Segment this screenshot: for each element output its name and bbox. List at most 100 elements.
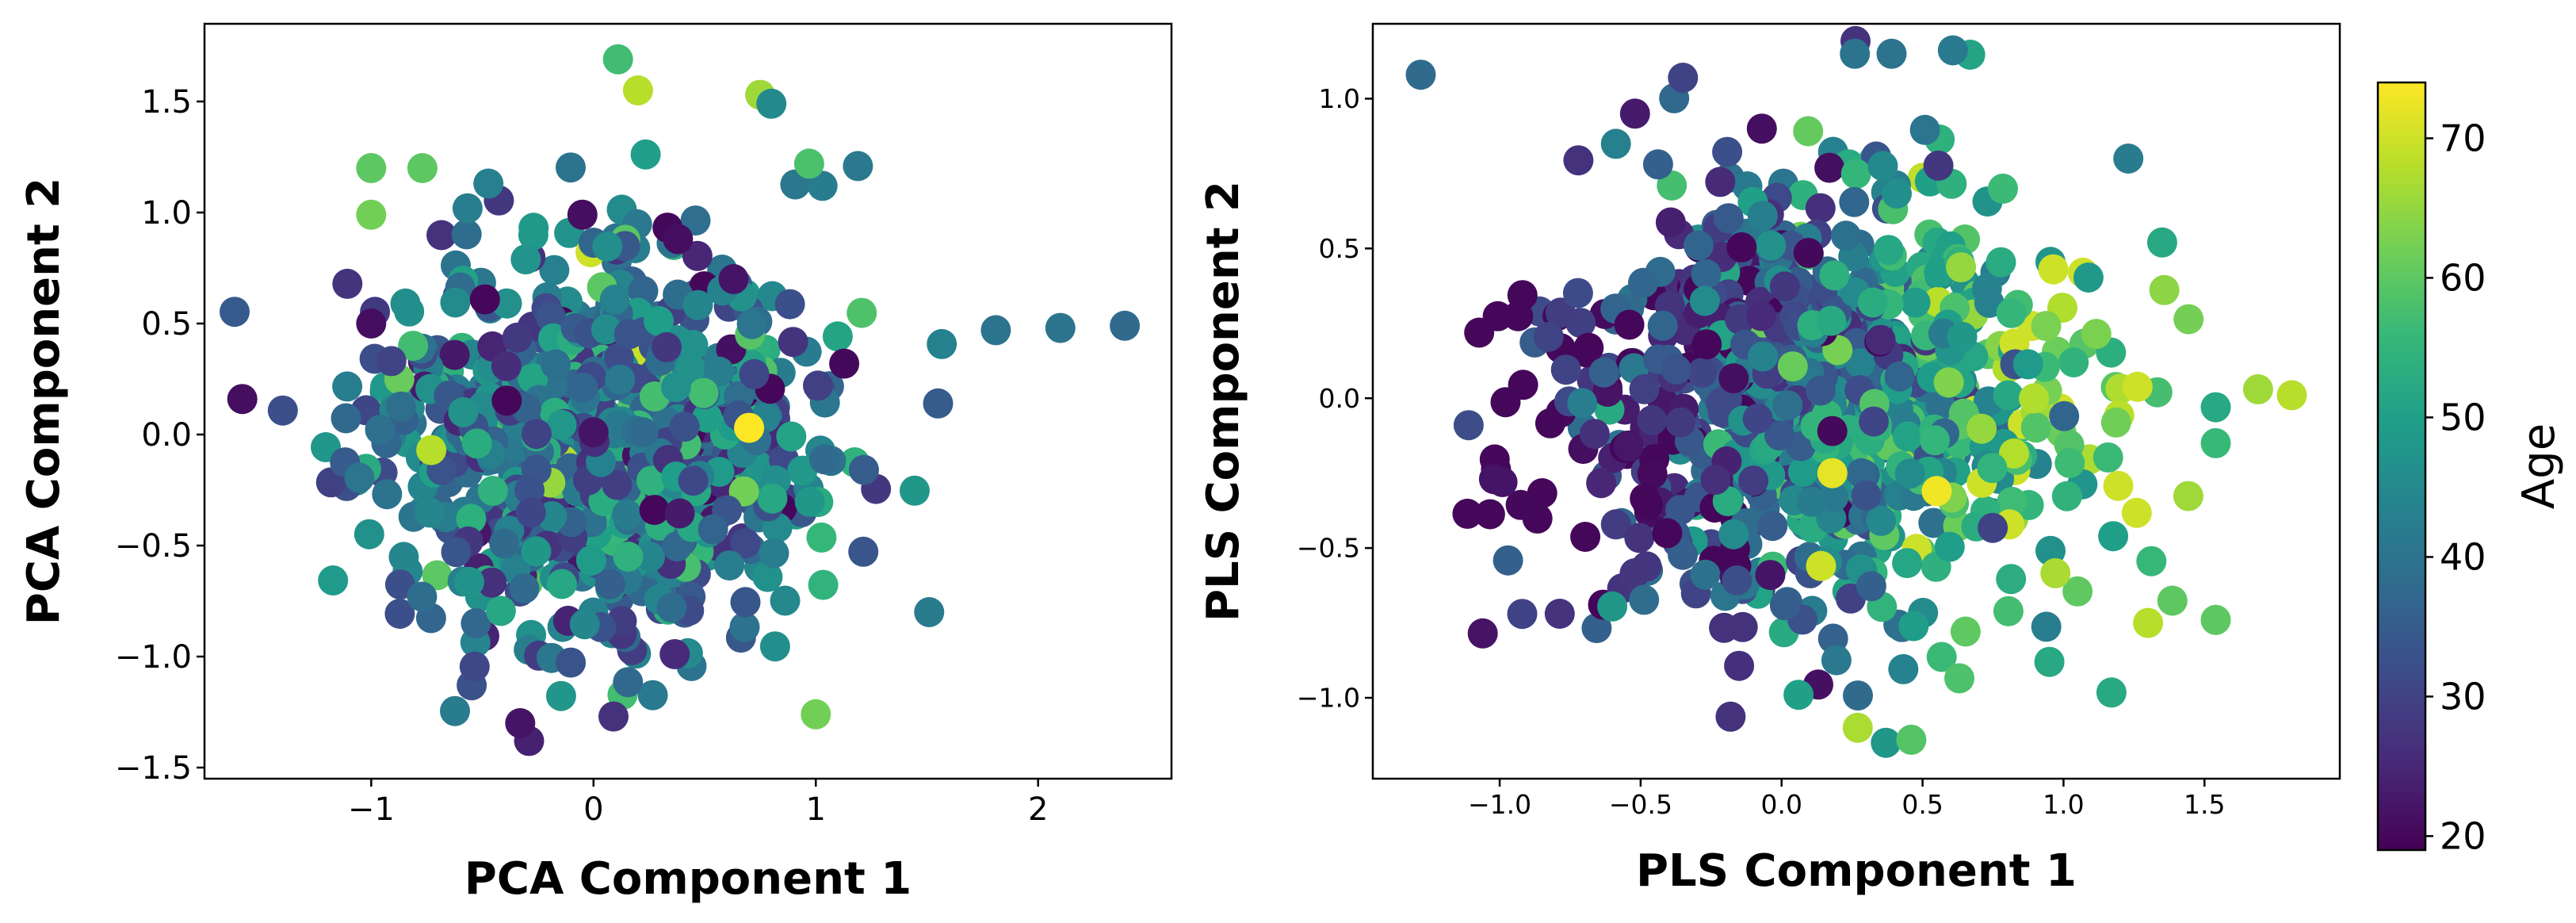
scatter-point (354, 519, 384, 550)
scatter-point (770, 585, 801, 616)
scatter-point (2200, 427, 2231, 458)
scatter-point (630, 139, 661, 170)
scatter-point (1718, 363, 1749, 394)
scatter-point (602, 469, 633, 500)
scatter-point (1567, 388, 1598, 419)
scatter-point (332, 371, 363, 402)
scatter-point (682, 289, 713, 320)
scatter-point (1474, 499, 1505, 530)
colorbar-tick-label: 30 (2440, 675, 2486, 718)
pca-panel: −1 0 1 2 −1.5 −1.0 −0.5 0.0 0.5 1.0 1.5 PCA Compo… (18, 22, 1173, 905)
y-tick-label: 1.0 (1319, 83, 1360, 114)
scatter-point (1629, 373, 1660, 404)
scatter-point (1747, 201, 1778, 232)
scatter-point (1873, 235, 1904, 266)
scatter-point (613, 542, 644, 572)
scatter-point (822, 321, 853, 352)
scatter-point (1624, 523, 1655, 553)
scatter-point (1631, 551, 1662, 582)
pls-y-axis-title: PLS Component 2 (1198, 181, 1249, 622)
scatter-point (491, 385, 522, 416)
scatter-point (682, 240, 713, 271)
scatter-point (1586, 468, 1617, 499)
scatter-point (604, 343, 634, 373)
scatter-point (1817, 458, 1848, 488)
scatter-point (2081, 319, 2112, 350)
pca-axes-frame (203, 22, 1173, 780)
pls-x-ticks: −1.0 −0.5 0.0 0.5 1.0 1.5 (1468, 779, 2226, 820)
colorbar-label: Age (2513, 423, 2565, 509)
scatter-point (1629, 584, 1660, 615)
scatter-point (1652, 518, 1683, 549)
scatter-point (1487, 467, 1518, 497)
scatter-point (567, 199, 598, 230)
x-tick-label: 2 (1028, 791, 1048, 828)
scatter-point (1655, 207, 1686, 238)
y-tick-label: 0.5 (1319, 233, 1360, 264)
scatter-point (1796, 486, 1827, 517)
scatter-point (356, 153, 387, 183)
scatter-point (1764, 420, 1795, 451)
scatter-point (318, 565, 349, 596)
scatter-point (729, 611, 760, 642)
scatter-point (1843, 680, 1873, 711)
scatter-point (476, 567, 507, 598)
scatter-point (1944, 663, 1974, 694)
scatter-point (578, 417, 609, 448)
scatter-point (1865, 324, 1896, 355)
scatter-point (1724, 650, 1755, 681)
scatter-point (592, 231, 623, 262)
x-tick-label: 0.0 (1761, 789, 1802, 820)
x-tick-label: −1 (348, 791, 395, 828)
scatter-point (1581, 613, 1612, 644)
scatter-point (1713, 203, 1744, 234)
age-colorbar: 20 30 40 50 60 70 Age (2376, 81, 2565, 857)
scatter-point (1562, 278, 1593, 308)
pca-point-layer (220, 44, 1141, 756)
x-tick-label: 0.5 (1901, 789, 1943, 820)
scatter-point (1738, 465, 1769, 496)
scatter-point (1993, 380, 2024, 411)
scatter-point (505, 708, 536, 738)
scatter-point (1647, 310, 1678, 341)
scatter-point (416, 435, 447, 465)
scatter-point (1691, 329, 1722, 360)
scatter-point (461, 608, 491, 638)
scatter-point (1884, 361, 1915, 392)
scatter-point (2098, 521, 2129, 552)
scatter-point (806, 522, 837, 553)
scatter-point (384, 599, 415, 629)
scatter-point (1757, 511, 1788, 542)
scatter-point (2019, 383, 2050, 414)
scatter-point (752, 561, 783, 592)
y-tick-label: −1.0 (115, 639, 192, 676)
scatter-point (1742, 403, 1773, 434)
scatter-point (669, 412, 700, 442)
scatter-point (1507, 280, 1538, 311)
scatter-point (2031, 611, 2062, 642)
scatter-point (2242, 373, 2273, 404)
scatter-point (1933, 367, 1964, 398)
scatter-point (1746, 113, 1777, 144)
scatter-point (1687, 358, 1718, 389)
scatter-point (1840, 159, 1871, 190)
scatter-point (807, 170, 838, 201)
scatter-point (2034, 646, 2065, 677)
scatter-point (1745, 301, 1776, 331)
scatter-point (407, 581, 438, 612)
scatter-point (1966, 413, 1997, 444)
y-tick-label: 1.0 (141, 195, 192, 232)
scatter-point (1550, 354, 1581, 385)
scatter-point (756, 88, 787, 119)
scatter-point (801, 699, 831, 730)
scatter-point (1819, 260, 1850, 291)
scatter-point (1946, 252, 1977, 283)
scatter-point (1772, 390, 1803, 421)
scatter-point (730, 528, 761, 559)
pls-y-ticks: −1.0 −0.5 0.0 0.5 1.0 (1297, 83, 1373, 714)
scatter-point (1996, 297, 2027, 328)
scatter-point (1839, 186, 1870, 217)
scatter-point (385, 391, 416, 422)
scatter-point (1573, 332, 1604, 363)
scatter-point (541, 349, 571, 380)
